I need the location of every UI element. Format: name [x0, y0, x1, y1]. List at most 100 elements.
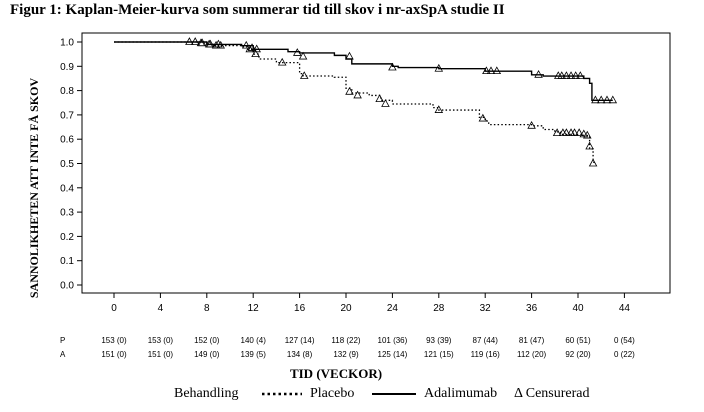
risk-cell: 153 (0)	[148, 336, 174, 345]
placebo-censor-marker	[251, 49, 260, 58]
figure-title: Figur 1: Kaplan-Meier-kurva som summerar…	[10, 2, 505, 18]
adalimumab-censor-marker	[206, 39, 215, 48]
y-tick-label: 0.1	[60, 256, 74, 267]
risk-cell: 139 (5)	[241, 350, 267, 359]
adalimumab-censor-marker	[247, 43, 257, 51]
risk-cell: 127 (14)	[285, 336, 315, 345]
x-tick-label: 8	[204, 303, 210, 314]
placebo-censor-marker	[381, 99, 390, 107]
risk-cell: 132 (9)	[333, 350, 359, 359]
y-tick-label: 0.8	[60, 86, 74, 97]
x-axis: 0 4 8 12 16 20 24 28 32 36 40 44	[111, 293, 630, 314]
risk-cell: 93 (39)	[426, 336, 452, 345]
risk-cell: 81 (47)	[519, 336, 545, 345]
placebo-censor-marker	[434, 105, 444, 113]
y-tick-label: 0.2	[60, 232, 74, 243]
risk-cell: 119 (16)	[471, 350, 501, 359]
adalimumab-censor-marker	[562, 71, 571, 79]
adalimumab-censor-marker	[571, 71, 580, 79]
x-tick-label: 24	[387, 303, 399, 314]
adalimumab-censor-marker	[388, 62, 397, 71]
plot-frame	[81, 32, 671, 294]
adalimumab-censor-marker	[557, 71, 567, 79]
placebo-censor-marker	[579, 129, 589, 138]
y-tick-label: 0.0	[60, 281, 74, 292]
y-axis-label: SANNOLIKHETEN ATT INTE FÅ SKOV	[27, 78, 41, 299]
adalimumab-censor-marker	[486, 66, 496, 75]
risk-cell: 101 (36)	[378, 336, 408, 345]
placebo-censor-marker	[588, 158, 598, 167]
placebo-curve	[114, 41, 596, 163]
risk-cell: 121 (15)	[424, 350, 454, 359]
risk-cell: 0 (54)	[614, 336, 635, 345]
adalimumab-censor-marker	[602, 95, 612, 104]
adalimumab-censor-marker	[482, 66, 491, 75]
risk-table: P 153 (0) 153 (0) 152 (0) 140 (4) 127 (14) 118…	[60, 336, 635, 359]
placebo-censor-marker	[570, 128, 579, 137]
placebo-censor-marker	[299, 71, 309, 79]
legend-adalimumab-label: Adalimumab	[424, 386, 497, 401]
x-tick-label: 4	[158, 303, 164, 314]
x-tick-label: 44	[619, 303, 631, 314]
placebo-censor-marker	[574, 128, 584, 137]
risk-cell: 125 (14)	[378, 350, 408, 359]
y-tick-label: 0.6	[60, 135, 74, 146]
adalimumab-censor-marker	[185, 37, 194, 45]
placebo-censor-marker	[583, 130, 592, 139]
placebo-censor-marker	[527, 121, 536, 129]
placebo-censor-marker	[216, 40, 225, 49]
legend-placebo-label: Placebo	[310, 386, 354, 401]
risk-cell: 87 (44)	[473, 336, 499, 345]
adalimumab-curve	[114, 41, 613, 102]
y-tick-label: 0.9	[60, 62, 74, 73]
y-tick-label: 0.4	[60, 183, 74, 194]
adalimumab-censor-marker	[492, 66, 502, 75]
legend: Behandling Placebo Adalimumab Δ Censurer…	[174, 386, 589, 401]
adalimumab-censor-marker	[591, 95, 600, 104]
risk-row-label: P	[60, 336, 65, 345]
adalimumab-censor-marker	[214, 39, 223, 48]
adalimumab-censor-marker	[190, 37, 200, 45]
survival-curves	[114, 41, 613, 163]
adalimumab-censor-marker	[293, 48, 302, 56]
adalimumab-censor-marker	[241, 40, 251, 49]
adalimumab-censor-marker	[596, 95, 606, 104]
legend-heading: Behandling	[174, 386, 239, 401]
x-tick-label: 20	[340, 303, 352, 314]
x-tick-label: 36	[526, 303, 538, 314]
adalimumab-censor-marker	[197, 38, 207, 47]
risk-cell: 112 (20)	[517, 350, 547, 359]
risk-cell: 0 (22)	[614, 350, 635, 359]
adalimumab-censor-marker	[252, 44, 261, 53]
x-tick-label: 40	[572, 303, 584, 314]
adalimumab-censor-marker	[534, 69, 543, 78]
risk-row-label: A	[60, 350, 66, 359]
y-axis: 0.0 0.1 0.2 0.3 0.4 0.5 0.6 0.7 0.8 0.9 1.0	[60, 38, 82, 292]
y-tick-label: 0.5	[60, 159, 74, 170]
risk-cell: 149 (0)	[194, 350, 220, 359]
adalimumab-censor-marker	[608, 95, 618, 104]
x-tick-label: 16	[294, 303, 306, 314]
y-tick-label: 1.0	[60, 38, 74, 49]
risk-cell: 153 (0)	[101, 336, 127, 345]
x-tick-label: 12	[248, 303, 260, 314]
x-tick-label: 28	[433, 303, 445, 314]
placebo-censor-marker	[375, 94, 384, 103]
x-tick-label: 0	[111, 303, 117, 314]
adalimumab-censor-marker	[345, 51, 354, 60]
placebo-censor-marker	[552, 128, 562, 137]
risk-cell: 92 (20)	[565, 350, 591, 359]
risk-cell: 151 (0)	[101, 350, 127, 359]
risk-cell: 140 (4)	[241, 336, 267, 345]
placebo-censor-marker	[478, 113, 488, 122]
risk-cell: 134 (8)	[287, 350, 313, 359]
risk-cell: 151 (0)	[148, 350, 174, 359]
adalimumab-censor-marker	[566, 71, 576, 79]
placebo-censor-marker	[345, 86, 354, 95]
y-tick-label: 0.7	[60, 110, 74, 121]
risk-cell: 118 (22)	[331, 336, 361, 345]
adalimumab-censor-marker	[434, 63, 444, 72]
placebo-censor-marker	[277, 57, 287, 66]
y-tick-label: 0.3	[60, 208, 74, 219]
